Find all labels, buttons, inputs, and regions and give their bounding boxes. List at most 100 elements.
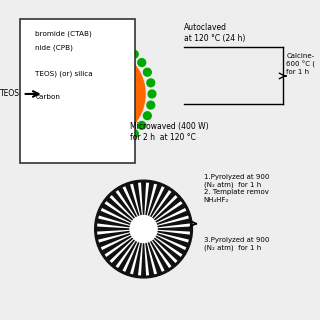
Polygon shape bbox=[101, 208, 132, 224]
Circle shape bbox=[147, 79, 155, 87]
Polygon shape bbox=[144, 243, 149, 276]
Circle shape bbox=[130, 50, 138, 58]
Polygon shape bbox=[156, 208, 186, 224]
Circle shape bbox=[147, 101, 155, 109]
Circle shape bbox=[148, 90, 156, 98]
Circle shape bbox=[46, 68, 54, 76]
Circle shape bbox=[59, 50, 67, 58]
Polygon shape bbox=[109, 195, 134, 220]
Polygon shape bbox=[105, 201, 133, 222]
Polygon shape bbox=[80, 49, 91, 74]
Circle shape bbox=[89, 37, 97, 45]
Circle shape bbox=[130, 130, 138, 138]
Text: Calcine-
600 °C (
for 1 h: Calcine- 600 °C ( for 1 h bbox=[286, 53, 315, 75]
Polygon shape bbox=[96, 115, 101, 140]
Text: bromide (CTAB): bromide (CTAB) bbox=[36, 30, 92, 36]
Circle shape bbox=[68, 136, 76, 144]
Polygon shape bbox=[115, 108, 136, 126]
Polygon shape bbox=[119, 98, 145, 105]
Circle shape bbox=[78, 141, 86, 149]
Polygon shape bbox=[73, 52, 88, 76]
Circle shape bbox=[89, 143, 97, 151]
Circle shape bbox=[121, 136, 129, 144]
Polygon shape bbox=[96, 47, 101, 73]
Polygon shape bbox=[52, 91, 77, 97]
Polygon shape bbox=[88, 115, 95, 140]
Polygon shape bbox=[117, 104, 140, 119]
Polygon shape bbox=[57, 104, 80, 119]
Circle shape bbox=[143, 68, 151, 76]
Circle shape bbox=[121, 44, 129, 52]
Text: 3.Pyrolyzed at 900
(N₂ atm)  for 1 h: 3.Pyrolyzed at 900 (N₂ atm) for 1 h bbox=[204, 236, 269, 251]
Polygon shape bbox=[116, 190, 136, 218]
Polygon shape bbox=[147, 242, 157, 274]
Polygon shape bbox=[109, 238, 134, 263]
Polygon shape bbox=[98, 215, 131, 226]
Circle shape bbox=[111, 141, 119, 149]
Polygon shape bbox=[157, 223, 190, 228]
Polygon shape bbox=[52, 98, 78, 105]
Circle shape bbox=[143, 112, 151, 120]
Polygon shape bbox=[149, 186, 164, 217]
Polygon shape bbox=[97, 230, 130, 235]
Polygon shape bbox=[102, 48, 109, 73]
Text: nide (CPB): nide (CPB) bbox=[36, 44, 73, 51]
Polygon shape bbox=[144, 183, 149, 216]
Circle shape bbox=[138, 122, 146, 129]
Text: Microwaved (400 W)
for 2 h  at 120 °C: Microwaved (400 W) for 2 h at 120 °C bbox=[130, 123, 209, 142]
Text: TEOS) (or) silica: TEOS) (or) silica bbox=[36, 70, 93, 77]
Polygon shape bbox=[149, 241, 164, 272]
Polygon shape bbox=[130, 242, 140, 274]
Polygon shape bbox=[102, 115, 109, 140]
Polygon shape bbox=[156, 232, 189, 243]
Circle shape bbox=[130, 216, 157, 243]
Circle shape bbox=[100, 37, 108, 45]
Polygon shape bbox=[101, 234, 132, 250]
Polygon shape bbox=[151, 240, 172, 268]
Polygon shape bbox=[54, 76, 79, 87]
Circle shape bbox=[42, 101, 50, 109]
Polygon shape bbox=[73, 112, 88, 135]
Circle shape bbox=[52, 47, 145, 140]
Circle shape bbox=[95, 180, 192, 278]
Polygon shape bbox=[123, 186, 138, 217]
Polygon shape bbox=[157, 230, 190, 235]
Polygon shape bbox=[156, 215, 189, 226]
Polygon shape bbox=[67, 57, 85, 78]
Polygon shape bbox=[80, 114, 91, 139]
Polygon shape bbox=[98, 232, 131, 243]
Polygon shape bbox=[67, 110, 85, 131]
Polygon shape bbox=[115, 62, 136, 80]
Polygon shape bbox=[105, 236, 133, 257]
Polygon shape bbox=[54, 101, 79, 112]
Polygon shape bbox=[130, 184, 140, 216]
Circle shape bbox=[78, 39, 86, 47]
Polygon shape bbox=[109, 52, 124, 76]
Polygon shape bbox=[112, 57, 131, 78]
Polygon shape bbox=[151, 190, 172, 218]
Circle shape bbox=[68, 44, 76, 52]
Text: 1.Pyrolyzed at 900
(N₂ atm)  for 1 h
2. Template remov
NH₄HF₂: 1.Pyrolyzed at 900 (N₂ atm) for 1 h 2. T… bbox=[204, 173, 269, 203]
Polygon shape bbox=[109, 112, 124, 135]
Polygon shape bbox=[106, 49, 117, 74]
Polygon shape bbox=[118, 76, 143, 87]
Circle shape bbox=[100, 143, 108, 151]
Polygon shape bbox=[123, 241, 138, 272]
Polygon shape bbox=[61, 62, 83, 80]
Circle shape bbox=[52, 59, 59, 67]
Polygon shape bbox=[97, 223, 130, 228]
Polygon shape bbox=[153, 195, 178, 220]
Polygon shape bbox=[138, 183, 143, 216]
Circle shape bbox=[75, 70, 123, 118]
Polygon shape bbox=[116, 240, 136, 268]
Circle shape bbox=[138, 59, 146, 67]
Text: carbon: carbon bbox=[36, 94, 60, 100]
Circle shape bbox=[41, 90, 49, 98]
Polygon shape bbox=[119, 83, 145, 90]
Polygon shape bbox=[154, 201, 182, 222]
Polygon shape bbox=[112, 110, 131, 131]
Text: TEOS: TEOS bbox=[0, 90, 20, 99]
Polygon shape bbox=[61, 108, 83, 126]
Polygon shape bbox=[120, 91, 145, 97]
Polygon shape bbox=[154, 236, 182, 257]
